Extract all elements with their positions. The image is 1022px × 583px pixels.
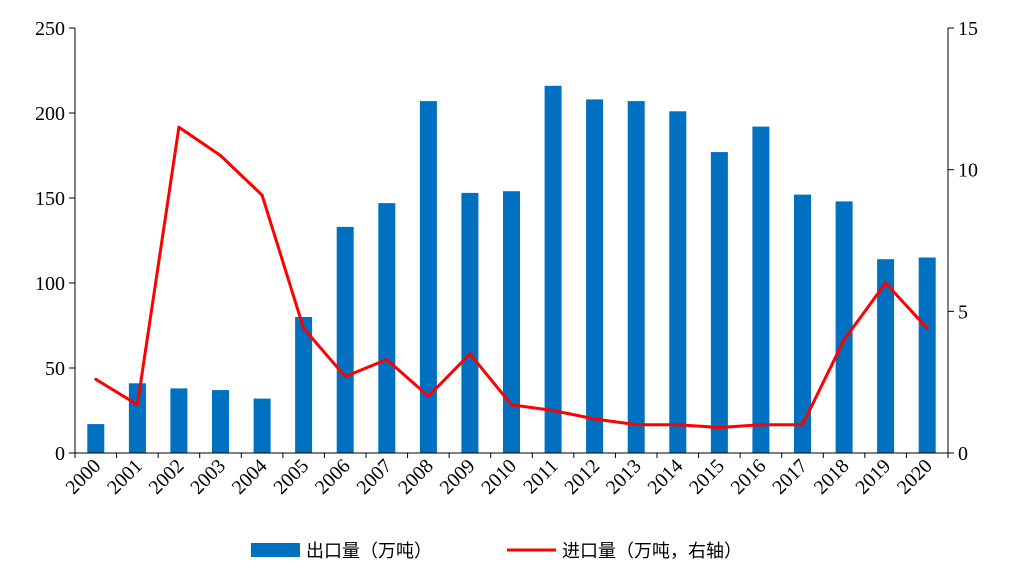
left-tick-label: 150: [35, 188, 65, 210]
x-tick-label-2016: 2016: [727, 455, 771, 499]
x-tick-label-2019: 2019: [851, 455, 895, 499]
x-tick-label-2018: 2018: [810, 455, 854, 499]
x-tick-label-2003: 2003: [186, 455, 230, 499]
bar-2018: [835, 201, 853, 453]
right-tick-label: 10: [958, 160, 978, 182]
line-point-2001: [135, 403, 139, 407]
bar-2009: [461, 192, 479, 453]
x-tick-label-2010: 2010: [477, 455, 521, 499]
line-point-2019: [884, 281, 888, 285]
x-tick-label-2001: 2001: [103, 455, 147, 499]
x-tick-label-2015: 2015: [685, 455, 729, 499]
right-tick-label: 15: [958, 18, 978, 40]
left-tick-label: 200: [35, 103, 65, 125]
line-point-2008: [426, 394, 430, 398]
bar-2004: [253, 398, 271, 453]
line-point-2016: [759, 423, 763, 427]
line-point-2020: [925, 326, 929, 330]
bar-2014: [669, 111, 687, 454]
legend-bar-swatch: [251, 543, 300, 557]
left-tick-label: 100: [35, 273, 65, 295]
line-point-2005: [302, 326, 306, 330]
import-line: [94, 125, 929, 429]
legend: 出口量（万吨） 进口量（万吨，右轴）: [251, 541, 742, 562]
left-tick-label: 0: [55, 443, 65, 465]
legend-line-label: 进口量（万吨，右轴）: [562, 541, 742, 562]
x-tick-label-2005: 2005: [269, 455, 313, 499]
bar-2010: [503, 191, 520, 453]
bar-2001: [128, 383, 146, 453]
bar-2016: [752, 126, 770, 453]
x-axis-ticks: 2000200120022003200420052006200720082009…: [61, 453, 949, 499]
left-tick-label: 50: [45, 358, 65, 380]
x-tick-label-2011: 2011: [519, 455, 562, 498]
bar-2015: [710, 152, 728, 453]
left-axis-ticks: 0 50 100 150 200 250: [35, 18, 75, 465]
line-point-2006: [343, 375, 347, 378]
line-point-2010: [510, 403, 513, 407]
x-tick-label-2008: 2008: [394, 455, 438, 499]
line-point-2015: [717, 426, 721, 429]
bar-2012: [586, 99, 604, 454]
x-tick-label-2007: 2007: [352, 455, 396, 499]
bar-2017: [794, 194, 811, 453]
x-tick-label-2013: 2013: [602, 455, 646, 499]
line-point-2013: [634, 423, 638, 427]
line-point-2003: [219, 154, 222, 157]
line-point-2009: [468, 352, 472, 356]
bar-2013: [627, 101, 645, 453]
line-point-2017: [801, 423, 804, 427]
x-tick-label-2014: 2014: [643, 455, 687, 499]
line-point-2011: [551, 409, 555, 412]
export-bars: [87, 85, 936, 454]
right-axis-ticks: 0 5 10 15: [948, 18, 978, 465]
bar-2000: [87, 424, 105, 453]
line-point-2002: [177, 125, 181, 129]
x-tick-label-2000: 2000: [61, 455, 105, 499]
line-point-2000: [94, 377, 98, 381]
x-tick-label-2012: 2012: [560, 455, 604, 499]
line-point-2004: [260, 193, 264, 197]
right-tick-label: 0: [958, 443, 968, 465]
line-point-2012: [593, 417, 597, 421]
bar-2011: [544, 85, 562, 454]
right-tick-label: 5: [958, 301, 968, 323]
bar-2020: [918, 257, 936, 453]
bar-2008: [419, 101, 437, 453]
line-point-2014: [676, 423, 680, 427]
bar-2005: [295, 317, 313, 453]
x-tick-label-2002: 2002: [145, 455, 189, 499]
x-tick-label-2009: 2009: [436, 455, 480, 499]
bar-2003: [212, 390, 229, 453]
bar-2006: [336, 226, 354, 453]
bar-2019: [877, 259, 895, 453]
x-tick-label-2020: 2020: [893, 455, 937, 499]
x-tick-label-2006: 2006: [311, 455, 355, 499]
x-tick-label-2004: 2004: [228, 455, 272, 499]
x-tick-label-2017: 2017: [768, 455, 812, 499]
bar-2007: [378, 203, 396, 453]
line-point-2018: [842, 338, 846, 342]
axes: [74, 28, 949, 454]
left-tick-label: 250: [35, 18, 65, 40]
legend-bar-label: 出口量（万吨）: [306, 541, 432, 562]
bar-2002: [170, 388, 188, 453]
line-point-2007: [385, 358, 389, 361]
